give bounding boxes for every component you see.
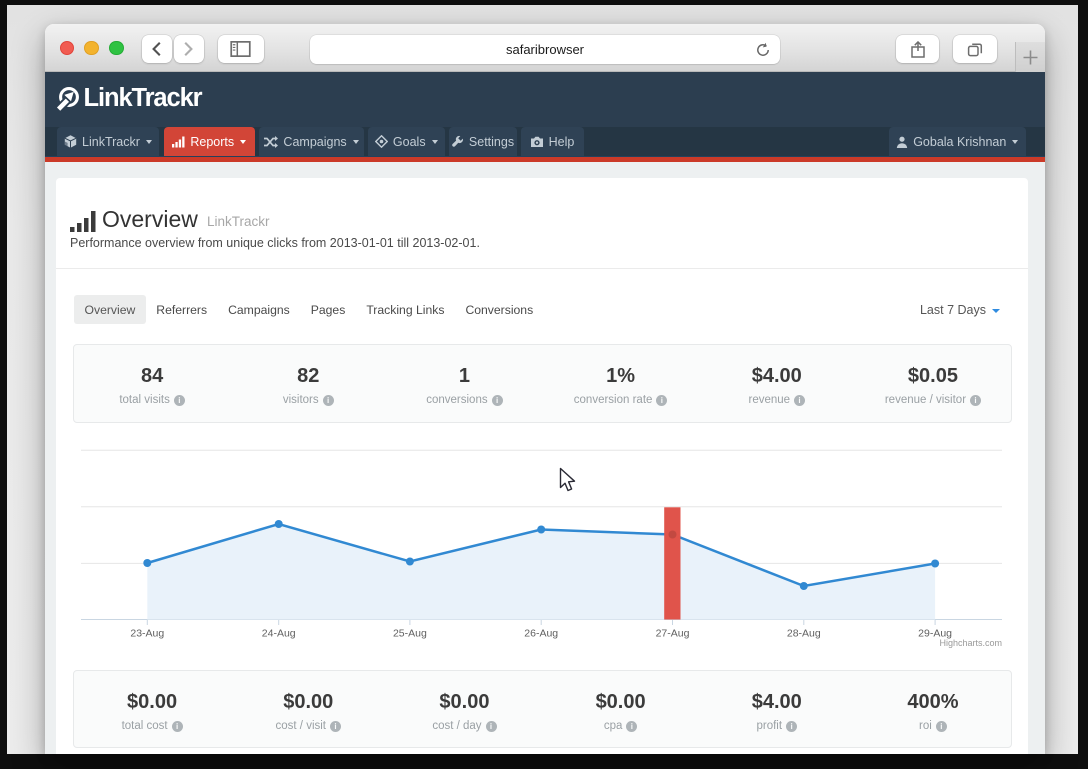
svg-text:Highcharts.com: Highcharts.com [939,638,1002,648]
svg-text:27-Aug: 27-Aug [656,628,690,640]
svg-text:26-Aug: 26-Aug [524,628,558,640]
svg-text:29-Aug: 29-Aug [918,628,952,640]
svg-text:28-Aug: 28-Aug [787,628,821,640]
svg-text:23-Aug: 23-Aug [130,628,164,640]
svg-text:24-Aug: 24-Aug [262,628,296,640]
svg-text:25-Aug: 25-Aug [393,628,427,640]
